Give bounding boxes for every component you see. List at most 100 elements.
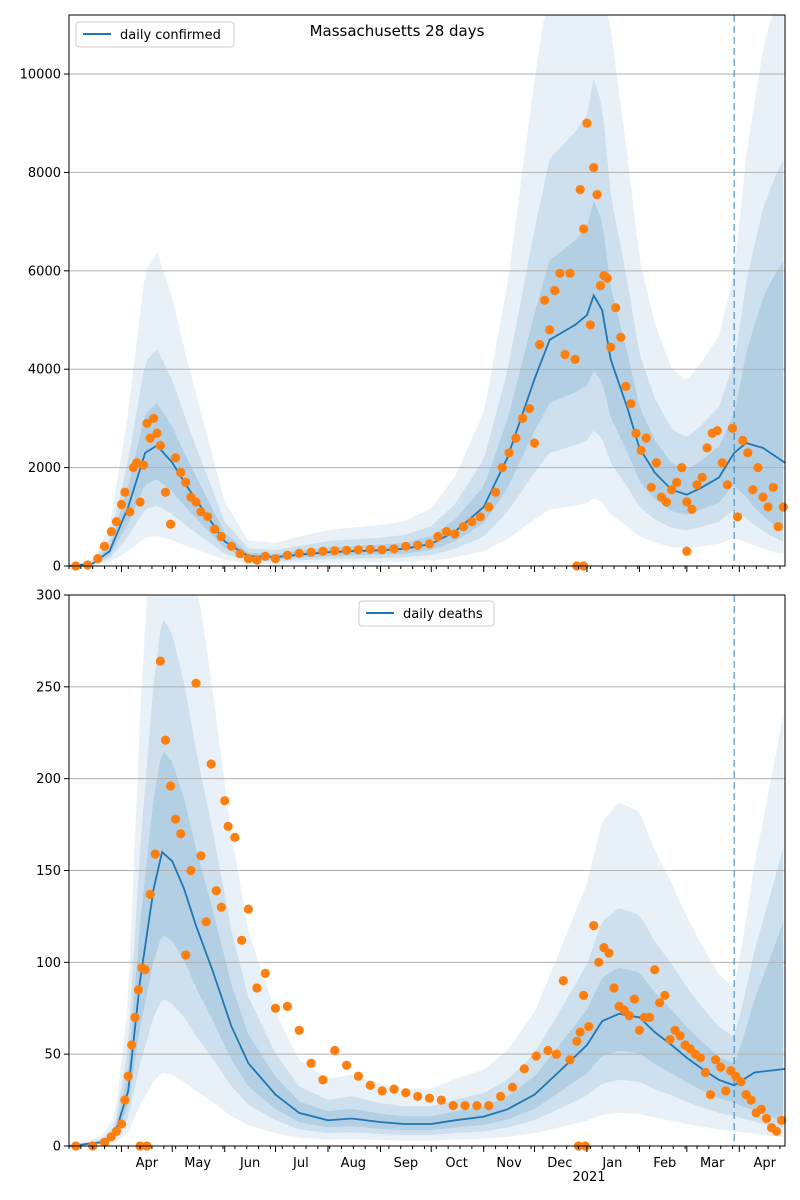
data-point (448, 1101, 458, 1111)
data-point (196, 851, 206, 861)
data-point (551, 1049, 562, 1059)
data-point (365, 1080, 375, 1090)
data-point (616, 332, 626, 342)
data-point (125, 507, 135, 517)
data-point (270, 554, 281, 564)
data-point (223, 821, 233, 832)
data-point (252, 555, 262, 565)
data-point (716, 1062, 726, 1072)
confirmed-legend: daily confirmed (75, 21, 235, 48)
data-point (496, 1091, 506, 1101)
confirmed-gridlines (69, 73, 785, 469)
deaths-uncertainty-bands (69, 595, 784, 1146)
data-point (120, 1095, 130, 1105)
data-point (743, 448, 753, 458)
data-point (665, 1034, 675, 1045)
deaths-legend: daily deaths (358, 600, 495, 627)
data-point (641, 433, 651, 443)
data-point (624, 1011, 634, 1021)
data-point (226, 541, 237, 551)
data-point (646, 482, 656, 492)
data-point (260, 551, 270, 561)
data-point (585, 320, 595, 330)
data-point (650, 965, 660, 975)
data-point (700, 1067, 711, 1078)
y-tick-label: 8000 (28, 166, 61, 181)
y-tick-label: 6000 (28, 264, 61, 279)
data-point (401, 541, 411, 551)
x-tick-label: Aug (341, 1156, 366, 1171)
data-point (748, 485, 758, 495)
data-point (736, 1077, 746, 1087)
data-point (196, 507, 206, 517)
data-point (93, 554, 103, 564)
data-point (504, 448, 514, 458)
data-point (130, 1012, 140, 1023)
data-point (672, 477, 682, 487)
data-point (738, 435, 748, 446)
data-point (111, 517, 121, 527)
data-point (145, 889, 155, 900)
data-point (160, 487, 171, 497)
data-point (171, 453, 181, 463)
data-point (210, 524, 220, 534)
data-point (152, 428, 162, 438)
x-tick-label: Apr (136, 1156, 159, 1171)
data-point (441, 527, 452, 537)
data-point (294, 1025, 304, 1035)
chart-title: Massachusetts 28 days (310, 22, 485, 40)
data-point (529, 438, 540, 448)
data-point (191, 678, 201, 688)
data-point (106, 527, 116, 537)
data-point (519, 1064, 529, 1074)
data-point (160, 735, 171, 745)
data-point (467, 517, 477, 527)
y-tick-label: 10000 (20, 68, 61, 83)
uncertainty-band-middle (69, 79, 784, 566)
data-point (243, 904, 253, 914)
data-point (592, 190, 602, 200)
data-point (155, 656, 165, 666)
data-point (116, 1119, 127, 1129)
data-point (282, 1001, 292, 1012)
data-point (575, 185, 585, 195)
confirmed-uncertainty-bands (69, 15, 784, 566)
data-point (761, 1113, 772, 1124)
data-point (472, 1101, 482, 1111)
data-point (531, 1051, 541, 1061)
data-point (294, 548, 304, 558)
y-tick-label: 4000 (28, 363, 61, 378)
data-point (545, 325, 555, 335)
y-tick-label: 2000 (28, 461, 61, 476)
data-point (181, 477, 191, 487)
data-point (606, 342, 616, 352)
data-point (621, 381, 631, 391)
data-point (116, 499, 127, 510)
data-point (570, 354, 580, 364)
x-tick-label: Jun (239, 1156, 260, 1171)
y-tick-label: 200 (36, 772, 61, 787)
data-point (389, 1084, 399, 1094)
data-point (572, 1036, 582, 1046)
data-point (377, 545, 387, 555)
confirmed-y-ticks: 0 2000 4000 6000 8000 10000 (20, 68, 69, 575)
data-point (181, 950, 191, 960)
y-tick-label: 0 (53, 560, 61, 575)
data-point (575, 1027, 585, 1037)
data-point (682, 546, 692, 556)
uncertainty-band-outer (69, 595, 784, 1146)
data-point (773, 522, 783, 532)
data-point (579, 990, 589, 1001)
data-point (535, 340, 545, 350)
data-point (540, 295, 550, 305)
data-point (342, 1060, 352, 1070)
data-point (252, 983, 262, 993)
data-point (149, 413, 159, 423)
y-tick-label: 250 (36, 680, 61, 695)
deaths-panel: 0 50 100 150 200 250 300 Apr May Jun Jul Aug Sep Oct… (36, 589, 787, 1185)
x-tick-label: May (184, 1156, 211, 1171)
confirmed-legend-label: daily confirmed (120, 28, 221, 43)
data-point (543, 1045, 553, 1056)
x-tick-label: Oct (445, 1156, 467, 1171)
data-point (511, 433, 521, 443)
